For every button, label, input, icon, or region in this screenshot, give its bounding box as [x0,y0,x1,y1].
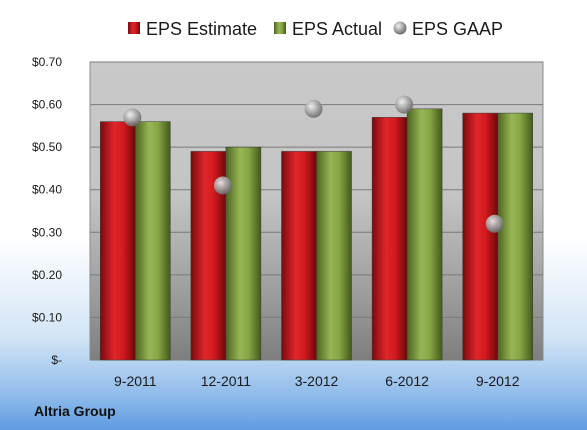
bar-eps-actual [135,121,171,361]
legend-label-eps-actual: EPS Actual [292,19,382,39]
legend: EPS Estimate EPS Actual EPS GAAP [128,19,503,39]
legend-swatch-eps-actual [274,22,286,34]
bar-eps-actual [225,146,262,361]
marker-eps-gaap [485,214,504,233]
bar-eps-estimate [100,121,136,361]
bars [100,108,533,361]
y-tick-label: $0.30 [32,225,62,239]
bar-eps-actual [497,112,533,361]
y-tick-label: $0.20 [32,268,62,282]
y-tick-label: $0.60 [32,98,62,112]
bar-eps-estimate [281,151,317,361]
x-tick-label: 9-2012 [476,373,520,389]
x-tick-label: 3-2012 [295,373,339,389]
legend-swatch-eps-gaap [393,21,407,35]
bar-eps-actual [316,151,352,361]
marker-eps-gaap [395,95,414,114]
legend-swatch-eps-estimate [128,22,140,34]
bar-eps-estimate [371,117,408,361]
gaap-markers [123,95,504,233]
marker-eps-gaap [304,99,323,118]
marker-eps-gaap [123,108,142,127]
bar-eps-estimate [462,112,498,361]
marker-eps-gaap [213,176,232,195]
y-tick-label: $0.70 [32,55,62,69]
y-tick-label: $0.40 [32,183,62,197]
legend-label-eps-estimate: EPS Estimate [146,19,257,39]
y-tick-label: $0.10 [32,310,62,324]
y-tick-label: $- [51,353,62,367]
y-axis: $- $0.10 $0.20 $0.30 $0.40 $0.50 $0.60 $0.70 [32,55,62,367]
legend-label-eps-gaap: EPS GAAP [412,19,503,39]
x-tick-label: 9-2011 [114,373,157,389]
x-tick-label: 12-2011 [201,373,252,389]
x-tick-label: 6-2012 [385,373,429,389]
company-name: Altria Group [34,403,116,419]
bar-eps-actual [406,108,443,361]
y-tick-label: $0.50 [32,140,62,154]
x-axis: 9-2011 12-2011 3-2012 6-2012 9-2012 [114,373,520,389]
